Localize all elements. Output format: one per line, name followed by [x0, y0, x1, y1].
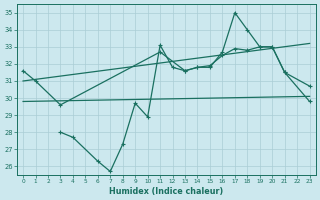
X-axis label: Humidex (Indice chaleur): Humidex (Indice chaleur)	[109, 187, 223, 196]
